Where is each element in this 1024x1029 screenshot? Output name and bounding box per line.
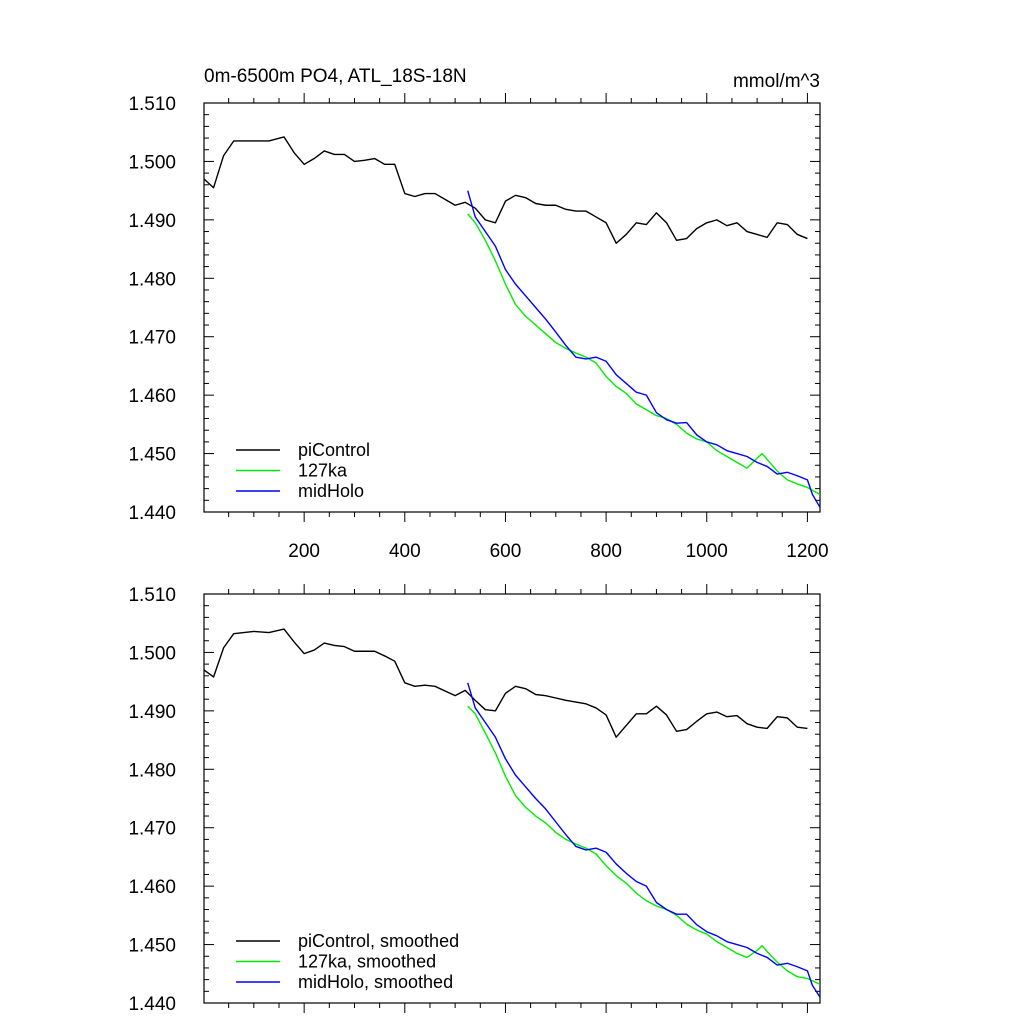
y-tick-label: 1.510 bbox=[128, 585, 176, 606]
y-tick-label: 1.470 bbox=[128, 328, 176, 349]
x-tick-label: 400 bbox=[389, 541, 421, 562]
y-tick-label: 1.460 bbox=[128, 386, 176, 407]
legend-label: piControl, smoothed bbox=[298, 931, 459, 951]
y-tick-label: 1.490 bbox=[128, 702, 176, 723]
legend-label: 127ka, smoothed bbox=[298, 952, 436, 972]
plot-frame bbox=[203, 593, 821, 1004]
legend-label: 127ka bbox=[298, 461, 348, 481]
y-tick-label: 1.500 bbox=[128, 152, 176, 173]
legend-label: piControl bbox=[298, 440, 370, 460]
y-tick-label: 1.450 bbox=[128, 936, 176, 957]
series-group bbox=[204, 628, 820, 998]
legend-label: midHolo, smoothed bbox=[298, 972, 453, 992]
x-tick-label: 800 bbox=[590, 541, 622, 562]
bottom-panel: 1.440 1.450 1.460 1.470 1.480 1.490 1.500 1.510… bbox=[128, 584, 821, 1015]
legend-label: midHolo bbox=[298, 481, 364, 501]
series-line-midHolo bbox=[467, 190, 820, 508]
x-tick-label: 1000 bbox=[686, 541, 728, 562]
series-line-piControl bbox=[204, 136, 808, 244]
top-panel: 1.440 1.450 1.460 1.470 1.480 1.490 1.500 1.510… bbox=[128, 93, 829, 562]
series-line-127ka bbox=[467, 213, 820, 496]
series-line-127ka bbox=[467, 705, 820, 985]
units-label: mmol/m^3 bbox=[733, 71, 820, 92]
chart-title: 0m-6500m PO4, ATL_18S-18N bbox=[204, 66, 467, 87]
y-tick-label: 1.440 bbox=[128, 503, 176, 524]
y-tick-label: 1.460 bbox=[128, 877, 176, 898]
y-tick-label: 1.480 bbox=[128, 269, 176, 290]
y-tick-label: 1.480 bbox=[128, 760, 176, 781]
x-tick-label: 1200 bbox=[786, 541, 828, 562]
series-line-midHolo bbox=[467, 682, 820, 998]
plot-frame bbox=[203, 102, 821, 513]
y-tick-label: 1.470 bbox=[128, 819, 176, 840]
series-group bbox=[204, 136, 820, 508]
y-tick-label: 1.440 bbox=[128, 994, 176, 1015]
x-tick-label: 600 bbox=[490, 541, 522, 562]
y-tick-label: 1.510 bbox=[128, 94, 176, 115]
y-tick-label: 1.490 bbox=[128, 211, 176, 232]
series-line-piControl bbox=[204, 628, 808, 738]
x-tick-label: 200 bbox=[288, 541, 320, 562]
y-tick-label: 1.450 bbox=[128, 445, 176, 466]
y-tick-label: 1.500 bbox=[128, 643, 176, 664]
